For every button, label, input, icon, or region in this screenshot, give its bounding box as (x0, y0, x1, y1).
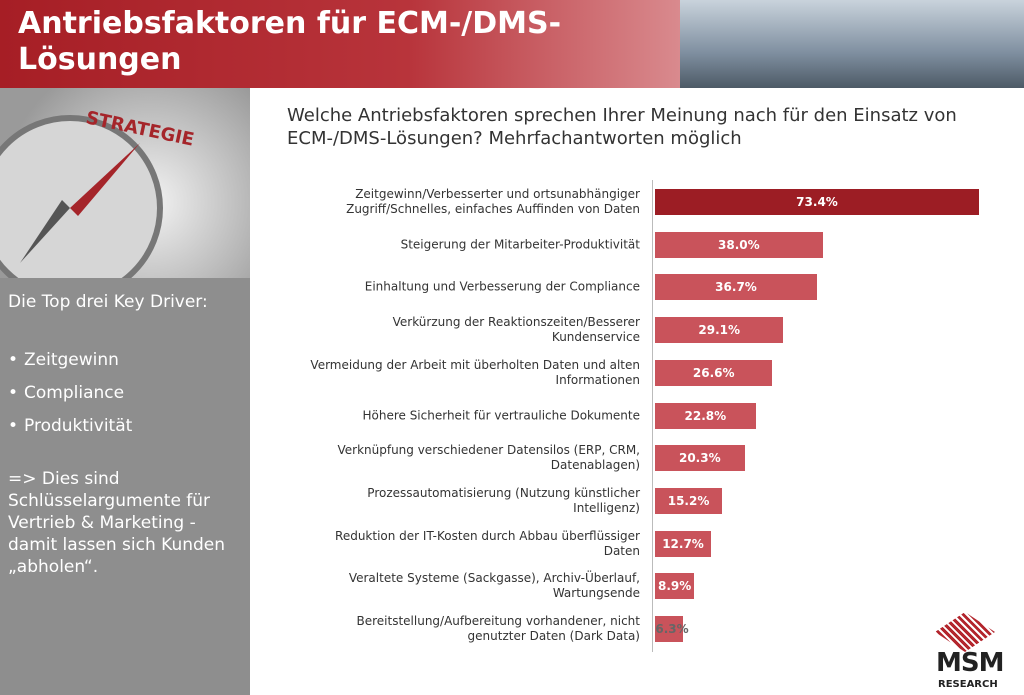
bullet-list: • Zeitgewinn • Compliance • Produktivität (8, 344, 132, 443)
category-label: Prozessautomatisierung (Nutzung künstlic… (367, 485, 640, 515)
value-label: 20.3% (678, 451, 721, 466)
value-label: 8.9% (658, 579, 692, 594)
bar (655, 359, 773, 386)
chart-title: Welche Antriebsfaktoren sprechen Ihrer M… (287, 105, 957, 149)
category-label: Verkürzung der Reaktionszeiten/Besserer … (392, 315, 640, 345)
category-label: Reduktion der IT-Kosten durch Abbau über… (335, 528, 640, 558)
bullet-text: Zeitgewinn (24, 350, 119, 370)
bullet-dot: • (8, 383, 19, 403)
bar (655, 530, 712, 557)
bullet-item: • Produktivität (8, 410, 132, 443)
bar (655, 616, 683, 642)
bar (655, 573, 695, 600)
bullet-item: • Zeitgewinn (8, 344, 132, 377)
value-label: 38.0% (718, 237, 760, 252)
category-label: Veraltete Systeme (Sackgasse), Archiv-Üb… (348, 571, 640, 601)
sidebar-heading: Die Top drei Key Driver: (8, 292, 208, 312)
bar (655, 274, 817, 301)
bullet-item: • Compliance (8, 377, 132, 410)
value-label: 12.7% (662, 536, 704, 551)
category-label: Vermeidung der Arbeit mit überholten Dat… (310, 357, 640, 387)
value-label: 36.7% (715, 280, 757, 295)
value-label: 29.1% (698, 323, 741, 338)
header-band (0, 0, 680, 88)
bar (655, 402, 756, 429)
logo-sub: RESEARCH (938, 679, 998, 690)
bar (655, 189, 979, 215)
needle (20, 200, 70, 263)
sidebar: Die Top drei Key Driver: • Zeitgewinn • Com… (0, 278, 250, 695)
bar (655, 317, 784, 344)
bar (655, 231, 823, 258)
needle (70, 143, 140, 216)
bullet-text: Compliance (24, 383, 125, 403)
compass-image: STRATEGIE (0, 88, 250, 278)
bullet-dot: • (8, 350, 19, 370)
value-label: 15.2% (667, 493, 710, 508)
compass: STRATEGIE (0, 107, 196, 278)
category-label: Höhere Sicherheit für vertrauliche Dokum… (362, 408, 640, 422)
category-label: Verknüpfung verschiedener Datensilos (ER… (337, 443, 640, 473)
bar (655, 445, 745, 472)
value-label: 26.6% (692, 365, 735, 380)
bullet-text: Produktivität (24, 416, 133, 436)
category-label: Einhaltung und Verbesserung der Complian… (364, 279, 640, 294)
category-label: Bereitstellung/Aufbereitung vorhandener,… (356, 614, 641, 643)
bullet-dot: • (8, 416, 19, 436)
header-image (680, 0, 1024, 88)
sidebar-note: => Dies sind Schlüsselargumente für Vert… (8, 469, 226, 577)
logo-name: MSM (936, 648, 1004, 678)
value-label: 73.4% (796, 195, 838, 209)
value-label: 22.8% (684, 408, 727, 423)
axis-line (652, 180, 653, 652)
bar (655, 487, 723, 514)
category-label: Steigerung der Mitarbeiter-Produktivität (400, 237, 640, 252)
slide-title: Antriebsfaktoren für ECM-/DMS- Lösungen (18, 6, 562, 77)
category-label: Zeitgewinn/Verbesserter und ortsunabhäng… (346, 187, 640, 216)
value-label: 6.3% (655, 622, 689, 636)
